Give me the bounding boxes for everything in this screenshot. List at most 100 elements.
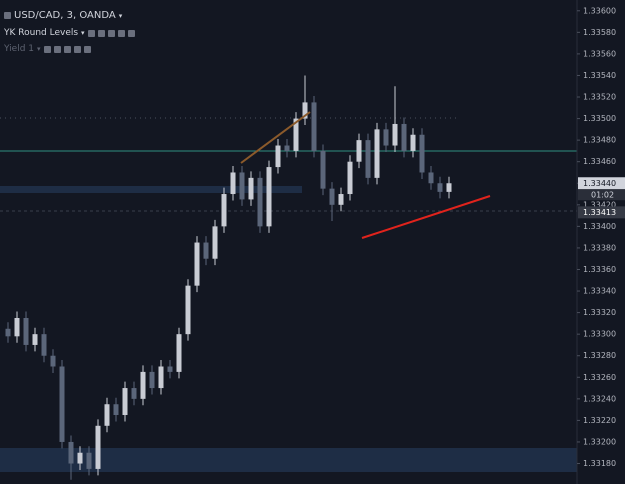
candle-body — [239, 172, 245, 200]
candle-body — [446, 183, 452, 192]
candle-body — [221, 194, 227, 227]
y-tick-label: 1.33220 — [583, 416, 616, 425]
candle-body — [140, 371, 146, 399]
icon[interactable] — [107, 29, 115, 37]
candle-body — [104, 404, 110, 426]
candle-body — [365, 140, 371, 178]
last-price-box — [578, 177, 625, 190]
candle-body — [212, 226, 218, 259]
indicator-row: Yield 1 ▾ — [4, 44, 91, 54]
icon[interactable] — [63, 45, 71, 53]
y-tick-label: 1.33540 — [583, 71, 616, 80]
y-tick-label: 1.33300 — [583, 330, 616, 339]
trendline — [361, 195, 491, 239]
icon[interactable] — [87, 29, 95, 37]
candle-body — [14, 317, 20, 337]
y-tick-label: 1.33460 — [583, 157, 616, 166]
candle-body — [329, 188, 335, 205]
y-tick-label: 1.33380 — [583, 243, 616, 252]
y-tick-label: 1.33560 — [583, 49, 616, 58]
candle-body — [32, 334, 38, 345]
candle-body — [293, 118, 299, 151]
y-tick-label: 1.33200 — [583, 437, 616, 446]
zone — [0, 186, 302, 193]
y-tick-label: 1.33420 — [583, 200, 616, 209]
candle-body — [41, 334, 47, 356]
symbol[interactable]: USD/CAD, 3, OANDA — [14, 10, 116, 21]
candle-body — [122, 388, 128, 416]
candle-body — [419, 134, 425, 173]
icon — [4, 12, 11, 19]
candle-body — [410, 134, 416, 151]
candle-body — [248, 177, 254, 200]
chevron[interactable]: ▾ — [81, 29, 85, 37]
candle-body — [257, 177, 263, 227]
indicator-row: YK Round Levels ▾ — [4, 28, 135, 38]
candle-body — [338, 194, 344, 205]
y-tick-label: 1.33260 — [583, 373, 616, 382]
candle-body — [374, 129, 380, 178]
y-tick-label: 1.33340 — [583, 287, 616, 296]
countdown-box — [578, 189, 625, 201]
candle-body — [167, 366, 173, 372]
candle-body — [131, 388, 137, 399]
candle-body — [401, 123, 407, 151]
icon[interactable] — [83, 45, 91, 53]
candle-body — [203, 242, 209, 259]
crosshair-price-label: 1.33413 — [583, 208, 616, 217]
chevron[interactable]: ▾ — [37, 45, 41, 53]
icon[interactable] — [43, 45, 51, 53]
icon[interactable] — [117, 29, 125, 37]
trendline — [240, 111, 311, 164]
candle-body — [437, 183, 443, 192]
candle-body — [50, 355, 56, 367]
candle-body — [383, 129, 389, 146]
y-tick-label: 1.33500 — [583, 114, 616, 123]
candle-body — [176, 334, 182, 372]
y-tick-label: 1.33360 — [583, 265, 616, 274]
candle-body — [356, 140, 362, 162]
candle-body — [302, 102, 308, 119]
candle-body — [311, 102, 317, 151]
candle-body — [5, 328, 11, 337]
symbol-row: USD/CAD, 3, OANDA ▾ — [4, 10, 122, 21]
candle-body — [86, 452, 92, 469]
candle-body — [275, 145, 281, 168]
y-tick-label: 1.33240 — [583, 394, 616, 403]
candle-body — [428, 172, 434, 184]
candle-body — [320, 150, 326, 189]
candle-body — [68, 441, 74, 464]
candle-body — [266, 167, 272, 227]
y-tick-label: 1.33180 — [583, 459, 616, 468]
indicator-name[interactable]: Yield 1 — [4, 44, 35, 54]
candle-body — [347, 161, 353, 195]
candle-body — [230, 172, 236, 195]
crosshair-price-box — [578, 206, 625, 219]
y-tick-label: 1.33580 — [583, 28, 616, 37]
icon[interactable] — [53, 45, 61, 53]
indicator-name[interactable]: YK Round Levels — [4, 28, 79, 38]
candle-body — [59, 366, 65, 442]
countdown: 01:02 — [591, 190, 614, 199]
last-price-label: 1.33440 — [583, 179, 616, 188]
candle-body — [158, 366, 164, 389]
candle-body — [23, 317, 29, 345]
candle-body — [77, 452, 83, 464]
icon[interactable] — [73, 45, 81, 53]
candle-body — [392, 123, 398, 146]
icon[interactable] — [127, 29, 135, 37]
candle-body — [113, 404, 119, 416]
chevron[interactable]: ▾ — [118, 11, 123, 20]
candle-body — [149, 371, 155, 389]
y-tick-label: 1.33600 — [583, 6, 616, 15]
y-tick-label: 1.33480 — [583, 136, 616, 145]
candle-body — [185, 285, 191, 335]
y-tick-label: 1.33520 — [583, 93, 616, 102]
y-tick-label: 1.33280 — [583, 351, 616, 360]
y-tick-label: 1.33320 — [583, 308, 616, 317]
icon[interactable] — [97, 29, 105, 37]
candle-body — [194, 242, 200, 286]
candle-body — [284, 145, 290, 151]
